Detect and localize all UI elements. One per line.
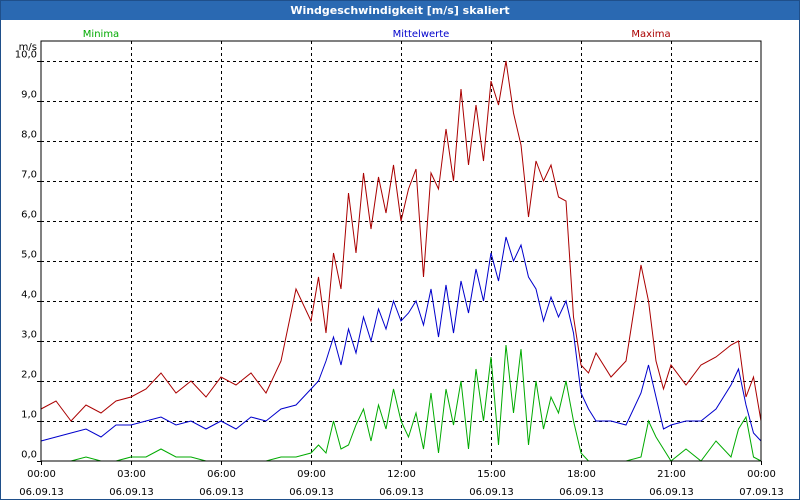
legend-label-maxima: Maxima [631, 29, 670, 40]
y-tick-label: 5,0 [21, 250, 37, 261]
y-tick-label: 10,0 [15, 50, 37, 61]
x-tick-time: 00:00 [27, 469, 56, 480]
x-tick-date: 06.09.13 [109, 487, 154, 498]
x-tick-date: 06.09.13 [289, 487, 334, 498]
x-tick-time: 21:00 [657, 469, 686, 480]
window-title: Windgeschwindigkeit [m/s] skaliert [1, 1, 799, 20]
series-line-mittelwerte [40, 236, 762, 442]
y-tick-label: 1,0 [21, 410, 37, 421]
x-tick-time: 18:00 [567, 469, 596, 480]
y-tick-label: 3,0 [21, 330, 37, 341]
series-line-maxima [40, 60, 762, 422]
x-tick-time: 12:00 [387, 469, 416, 480]
x-tick-time: 09:00 [297, 469, 326, 480]
y-tick-label: 2,0 [21, 370, 37, 381]
x-tick-date: 07.09.13 [739, 487, 784, 498]
x-tick-date: 06.09.13 [379, 487, 424, 498]
y-tick-label: 8,0 [21, 130, 37, 141]
x-tick-time: 00:00 [747, 469, 776, 480]
x-tick-time: 15:00 [477, 469, 506, 480]
legend-label-minima: Minima [83, 29, 119, 40]
x-tick-date: 06.09.13 [19, 487, 64, 498]
y-tick-label: 7,0 [21, 170, 37, 181]
x-tick-date: 06.09.13 [559, 487, 604, 498]
x-tick-time: 06:00 [207, 469, 236, 480]
y-tick-label: 0,0 [21, 450, 37, 461]
x-tick-date: 06.09.13 [469, 487, 514, 498]
y-axis-label: m/s [19, 42, 37, 53]
axes: 0,0 1,0 2,0 3,0 4,0 5,0 6,0 7,0 8,0 9,0 10,0m/s 00:… [15, 40, 784, 498]
y-tick-label: 9,0 [21, 90, 37, 101]
grid [41, 41, 761, 461]
x-tick-date: 06.09.13 [649, 487, 694, 498]
x-tick-time: 03:00 [117, 469, 146, 480]
x-tick-date: 06.09.13 [199, 487, 244, 498]
y-tick-label: 4,0 [21, 290, 37, 301]
legend-label-mittelwerte: Mittelwerte [393, 29, 450, 40]
legend: Minima Mittelwerte Maxima [83, 29, 671, 40]
y-tick-label: 6,0 [21, 210, 37, 221]
